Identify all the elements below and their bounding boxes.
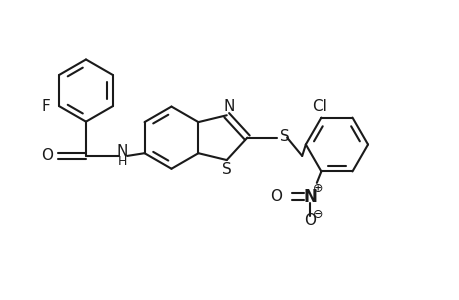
Text: N: N (302, 188, 316, 206)
Text: S: S (221, 162, 231, 177)
Text: N: N (117, 144, 128, 159)
Text: ⊖: ⊖ (312, 208, 323, 221)
Text: ⊕: ⊕ (312, 182, 323, 195)
Text: N: N (223, 99, 234, 114)
Text: O: O (303, 213, 315, 228)
Text: H: H (118, 155, 127, 168)
Text: S: S (280, 129, 290, 144)
Text: O: O (269, 189, 281, 204)
Text: Cl: Cl (311, 99, 326, 114)
Text: F: F (42, 99, 50, 114)
Text: O: O (41, 148, 53, 164)
